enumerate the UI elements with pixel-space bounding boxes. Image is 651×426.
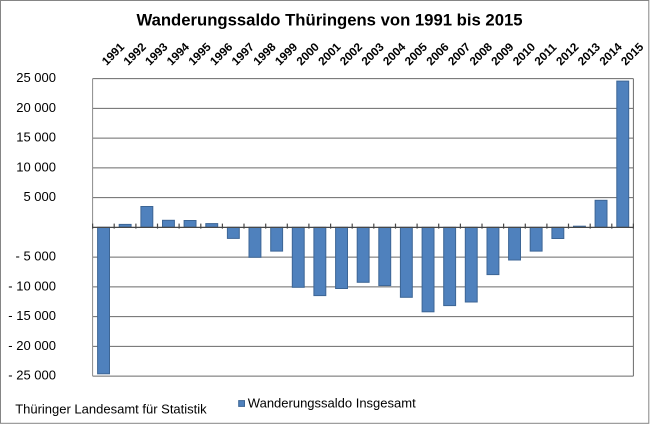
svg-text:20 000: 20 000 <box>16 100 56 115</box>
svg-text:- 5 000: - 5 000 <box>16 249 56 264</box>
svg-text:- 10 000: - 10 000 <box>8 278 56 293</box>
svg-text:Wanderungssaldo Thüringens von: Wanderungssaldo Thüringens von 1991 bis … <box>136 11 522 30</box>
svg-text:25 000: 25 000 <box>16 70 56 85</box>
svg-text:- 15 000: - 15 000 <box>8 308 56 323</box>
svg-text:Wanderungssaldo Insgesamt: Wanderungssaldo Insgesamt <box>248 395 416 410</box>
svg-text:- 25 000: - 25 000 <box>8 368 56 383</box>
svg-text:15 000: 15 000 <box>16 130 56 145</box>
svg-text:5 000: 5 000 <box>23 189 56 204</box>
svg-text:- 20 000: - 20 000 <box>8 338 56 353</box>
svg-text:10 000: 10 000 <box>16 159 56 174</box>
svg-text:Thüringer Landesamt für Statis: Thüringer Landesamt für Statistik <box>15 402 207 417</box>
